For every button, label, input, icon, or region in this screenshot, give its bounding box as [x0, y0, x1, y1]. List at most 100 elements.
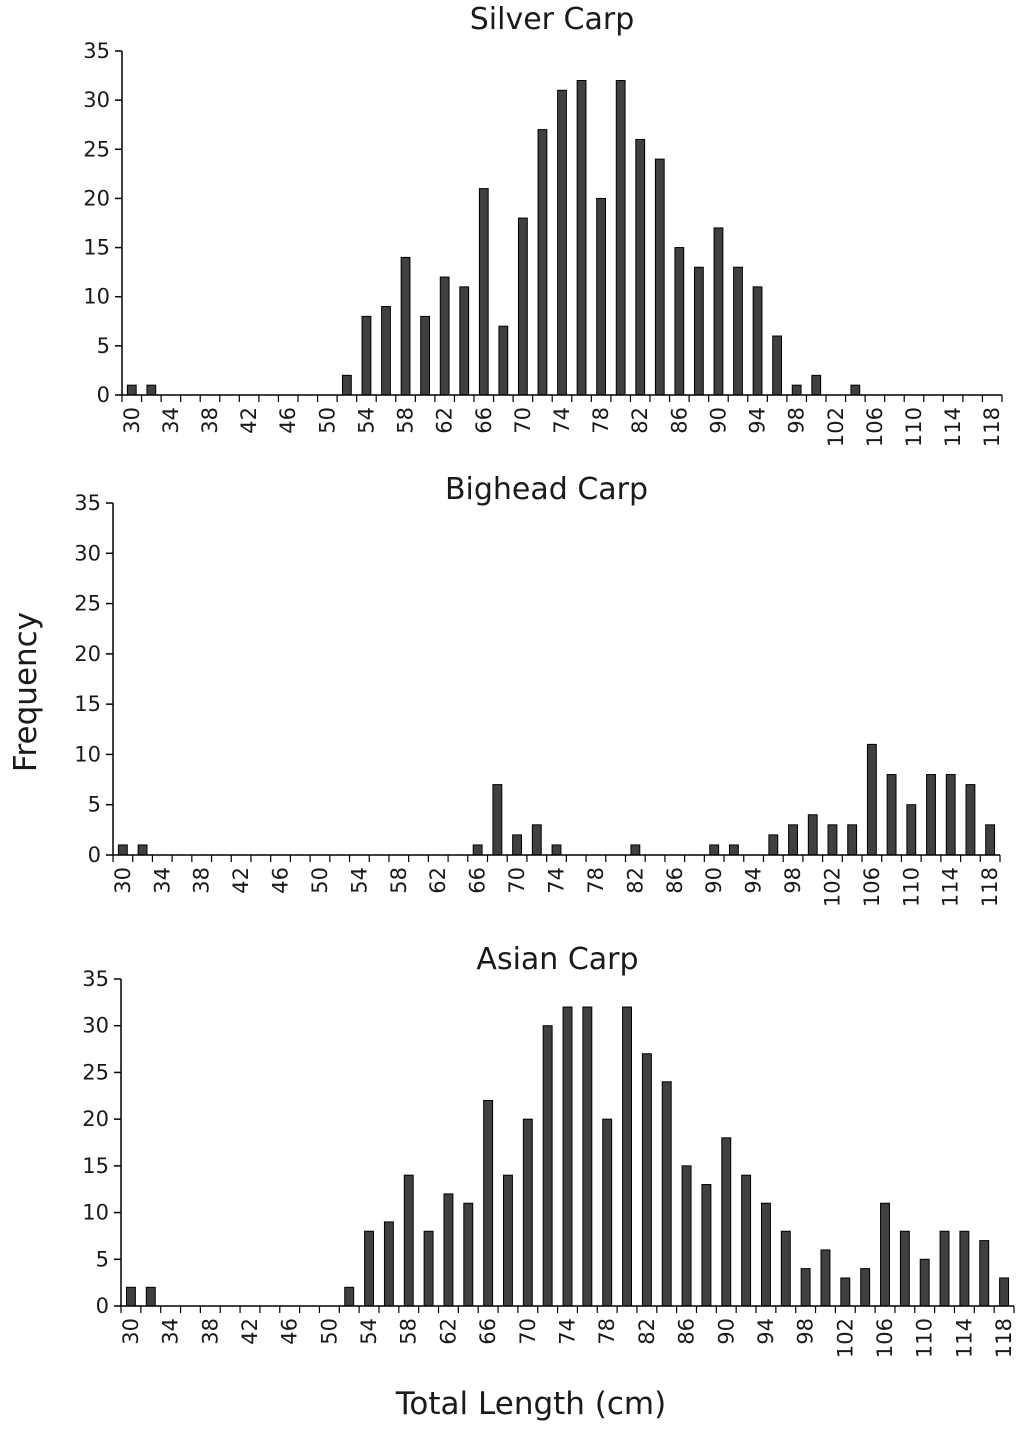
x-tick-label: 98	[781, 867, 805, 894]
bar	[364, 1230, 375, 1307]
bar	[531, 824, 542, 856]
x-tick-label: 42	[229, 867, 253, 894]
x-tick-label: 62	[426, 867, 450, 894]
bar	[551, 844, 562, 856]
x-tick-label: 50	[315, 407, 339, 434]
y-tick-label: 30	[82, 1014, 109, 1038]
x-tick-label: 110	[902, 407, 926, 447]
x-tick-label: 82	[635, 1318, 659, 1345]
y-tick-label: 0	[88, 843, 101, 867]
x-tick-label: 74	[556, 1318, 580, 1345]
y-tick-label: 15	[82, 1154, 109, 1178]
x-tick-label: 102	[833, 1318, 857, 1358]
x-tick-label: 30	[119, 1318, 143, 1345]
bar	[512, 834, 523, 856]
x-tick-label: 30	[120, 407, 144, 434]
bar	[635, 138, 646, 396]
x-tick-label: 62	[433, 407, 457, 434]
x-tick-label: 82	[628, 407, 652, 434]
x-tick-label: 62	[436, 1318, 460, 1345]
bar	[999, 1277, 1010, 1307]
bar	[741, 1174, 752, 1307]
y-tick-label: 10	[74, 742, 101, 766]
bar	[820, 1249, 831, 1307]
bar	[146, 384, 157, 396]
x-tick-label: 86	[675, 1318, 699, 1345]
x-tick-label: 58	[397, 1318, 421, 1345]
bar	[582, 1006, 593, 1307]
x-tick-label: 50	[308, 867, 332, 894]
chart-title: Bighead Carp	[445, 472, 648, 507]
bar	[483, 1099, 494, 1307]
x-tick-label: 90	[714, 1318, 738, 1345]
x-tick-label: 58	[387, 867, 411, 894]
x-tick-label: 106	[860, 867, 884, 907]
x-tick-label: 50	[317, 1318, 341, 1345]
bar	[772, 335, 783, 396]
y-tick-label: 20	[82, 1107, 109, 1131]
x-tick-label: 54	[354, 407, 378, 434]
bar	[381, 306, 391, 396]
y-tick-label: 30	[83, 88, 110, 112]
x-tick-label: 38	[198, 1318, 222, 1345]
bar	[126, 384, 137, 396]
bar	[906, 804, 917, 856]
bar	[522, 1118, 533, 1307]
bar	[403, 1174, 414, 1307]
bar	[459, 286, 470, 396]
bar	[400, 256, 411, 396]
bar	[423, 1230, 434, 1307]
chart-panel: Asian Carp 0 5 10 15 20 25 30 35 30 34 38 42 46 50 54 58…	[82, 942, 1016, 1358]
bar	[630, 844, 641, 856]
bar	[827, 824, 838, 856]
x-tick-label: 42	[237, 407, 261, 434]
x-tick-label: 78	[589, 407, 613, 434]
bar	[713, 227, 724, 396]
y-tick-label: 10	[82, 1201, 109, 1225]
x-tick-label: 34	[159, 1318, 183, 1345]
x-tick-label: 98	[794, 1318, 818, 1345]
bar	[137, 844, 148, 856]
x-tick-label: 66	[466, 867, 490, 894]
bar	[985, 824, 996, 856]
x-tick-label: 86	[663, 867, 687, 894]
bar	[807, 814, 818, 856]
bar	[341, 374, 352, 396]
y-tick-label: 35	[83, 39, 110, 63]
bar	[602, 1118, 613, 1307]
bar	[681, 1165, 692, 1307]
bar	[840, 1277, 851, 1307]
x-tick-label: 42	[238, 1318, 262, 1345]
bar	[926, 774, 936, 856]
y-tick-label: 25	[82, 1060, 109, 1084]
y-tick-label: 30	[74, 541, 101, 565]
bar	[576, 79, 587, 396]
chart-panel: Silver Carp 0 5 10 15 20 25 30 35 30 34 38 42 46 50 54 5…	[83, 2, 1004, 447]
x-tick-label: 106	[873, 1318, 897, 1358]
x-tick-label: 30	[111, 867, 135, 894]
y-tick-label: 35	[82, 967, 109, 991]
x-tick-label: 110	[913, 1318, 937, 1358]
x-tick-label: 110	[899, 867, 923, 907]
bar	[596, 197, 607, 396]
y-tick-label: 25	[74, 592, 101, 616]
bar	[760, 1202, 771, 1307]
y-tick-label: 20	[74, 642, 101, 666]
bar	[674, 247, 685, 396]
x-tick-label: 82	[623, 867, 647, 894]
bar	[439, 276, 450, 396]
chart-title: Asian Carp	[476, 942, 638, 977]
x-tick-label: 54	[357, 1318, 381, 1345]
bar	[733, 266, 743, 396]
y-tick-label: 15	[74, 692, 101, 716]
x-tick-label: 46	[278, 1318, 302, 1345]
bar	[542, 1025, 553, 1307]
bar	[919, 1258, 930, 1307]
x-tick-label: 70	[511, 407, 535, 434]
bar	[420, 315, 431, 396]
x-tick-label: 114	[941, 407, 965, 447]
x-tick-label: 98	[785, 407, 809, 434]
y-tick-label: 5	[96, 1247, 109, 1271]
